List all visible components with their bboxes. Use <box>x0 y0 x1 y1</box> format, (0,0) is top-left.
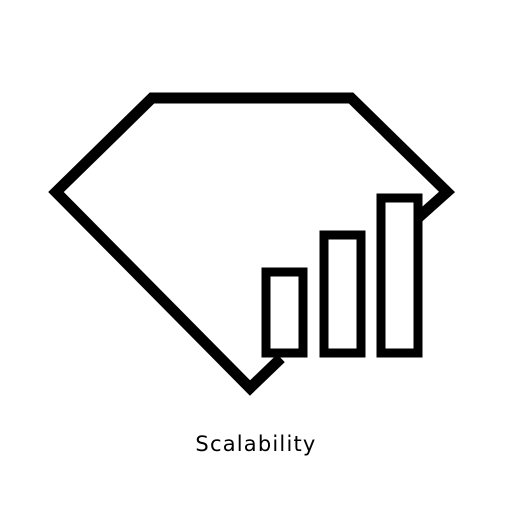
bar-large <box>376 193 423 358</box>
bar-small <box>261 267 308 358</box>
diamond-outline <box>48 92 456 396</box>
bar-medium <box>319 230 366 358</box>
icon-caption: Scalability <box>195 432 317 456</box>
